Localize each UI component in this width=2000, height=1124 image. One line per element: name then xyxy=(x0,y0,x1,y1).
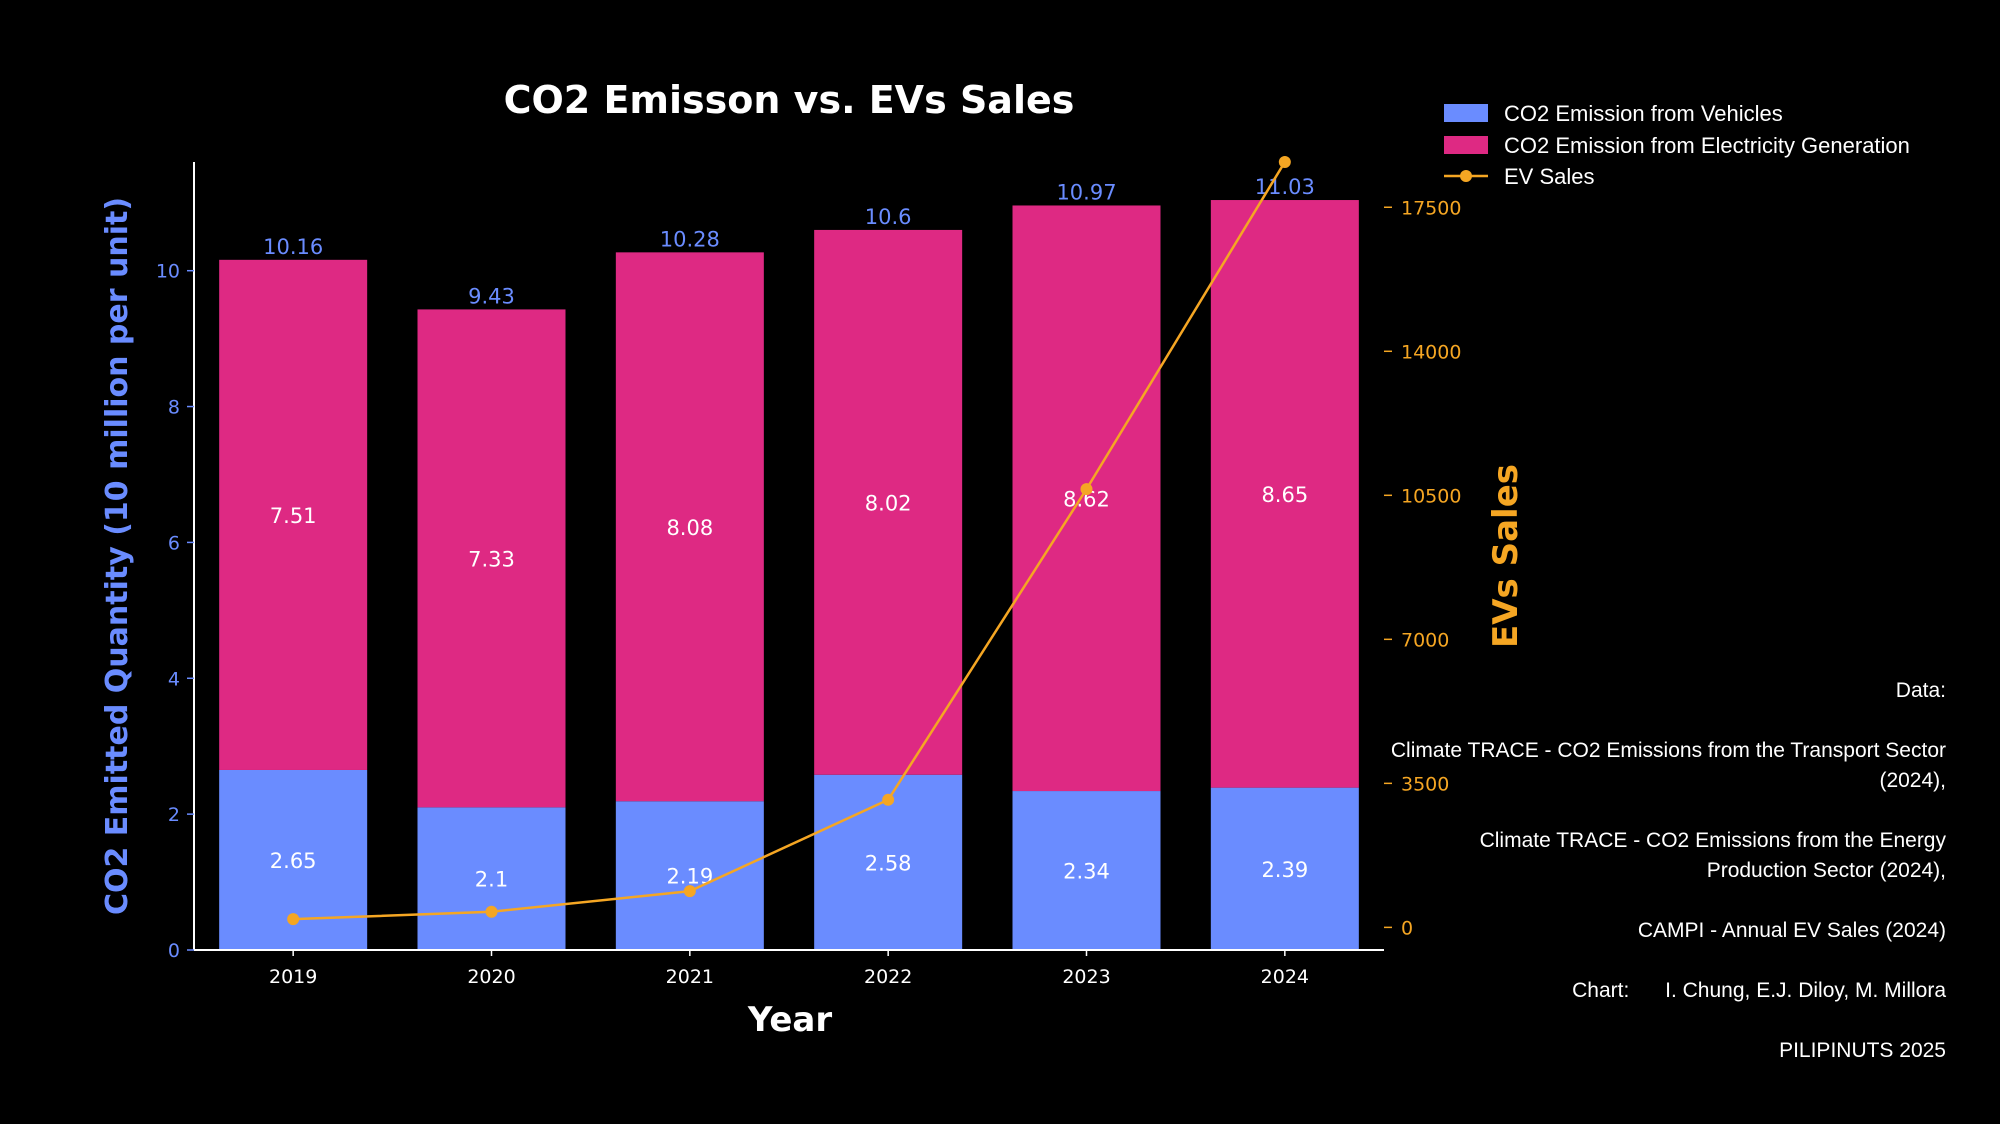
y-tick-label-left: 0 xyxy=(168,940,180,962)
data-label-total: 10.97 xyxy=(1056,180,1116,204)
bar-vehicles-2024 xyxy=(1210,787,1359,950)
ev-sales-point-2023 xyxy=(1080,483,1093,496)
ev-sales-point-2019 xyxy=(287,913,300,926)
ev-sales-point-2022 xyxy=(882,793,895,806)
data-label-electricity: 7.33 xyxy=(468,547,515,571)
ev-sales-point-2024 xyxy=(1278,156,1291,168)
x-tick-label: 2021 xyxy=(666,966,714,988)
legend-label-vehicles: CO2 Emission from Vehicles xyxy=(1504,101,1783,126)
bar-electricity-2024 xyxy=(1210,200,1359,788)
data-label-total: 10.28 xyxy=(660,227,720,251)
data-label-total: 10.16 xyxy=(263,235,323,259)
credits-block: Data: Climate TRACE - CO2 Emissions from… xyxy=(1386,676,1946,1096)
legend-swatch-electricity xyxy=(1444,136,1488,154)
data-label-vehicles: 2.58 xyxy=(865,851,912,875)
data-label-vehicles: 2.19 xyxy=(666,865,713,889)
credits-source-3: CAMPI - Annual EV Sales (2024) xyxy=(1637,919,1946,942)
legend-label-ev: EV Sales xyxy=(1504,164,1595,189)
y-tick-label-right: 14000 xyxy=(1401,341,1461,363)
y-axis-title-right: EVs Sales xyxy=(1486,464,1526,648)
data-label-electricity: 8.08 xyxy=(666,516,713,540)
y-tick-label-right: 17500 xyxy=(1401,197,1461,219)
bar-electricity-2022 xyxy=(814,229,963,775)
bar-electricity-2020 xyxy=(417,309,566,808)
legend-marker-ev xyxy=(1460,170,1472,182)
bar-vehicles-2021 xyxy=(615,801,764,950)
data-label-electricity: 8.02 xyxy=(865,491,912,515)
x-tick-label: 2022 xyxy=(864,966,912,988)
x-tick-label: 2024 xyxy=(1261,966,1309,988)
y-tick-label-left: 8 xyxy=(168,397,180,419)
credits-data-label: Data: xyxy=(1895,679,1946,702)
x-tick-label: 2023 xyxy=(1062,966,1110,988)
data-label-electricity: 7.51 xyxy=(270,504,317,528)
y-tick-label-left: 6 xyxy=(168,532,180,554)
bar-vehicles-2020 xyxy=(417,807,566,950)
y-tick-label-right: 10500 xyxy=(1401,485,1461,507)
credits-chart-authors: I. Chung, E.J. Diloy, M. Millora xyxy=(1665,979,1946,1002)
bar-vehicles-2023 xyxy=(1012,791,1161,950)
data-label-vehicles: 2.1 xyxy=(475,868,508,892)
ev-sales-point-2020 xyxy=(485,905,498,918)
data-label-vehicles: 2.65 xyxy=(270,849,317,873)
ev-sales-line xyxy=(293,161,1286,921)
bar-electricity-2023 xyxy=(1012,205,1161,792)
credits-chart-line: Chart: I. Chung, E.J. Diloy, M. Millora xyxy=(1386,976,1946,1006)
credits-chart-label: Chart: xyxy=(1572,979,1630,1002)
y-tick-label-right: 7000 xyxy=(1401,629,1449,651)
chart-title: CO2 Emisson vs. EVs Sales xyxy=(504,78,1075,122)
y-axis-title-left: CO2 Emitted Quantity (10 million per uni… xyxy=(100,197,135,915)
credits-source-2: Climate TRACE - CO2 Emissions from the E… xyxy=(1479,829,1946,882)
credits-footer: PILIPINUTS 2025 xyxy=(1779,1039,1946,1062)
x-tick-label: 2019 xyxy=(269,966,317,988)
y-tick-label-right: 0 xyxy=(1401,917,1413,939)
data-label-electricity: 8.65 xyxy=(1261,483,1308,507)
y-tick-label-left: 10 xyxy=(156,261,180,283)
data-label-vehicles: 2.39 xyxy=(1261,858,1308,882)
bar-electricity-2019 xyxy=(219,259,368,770)
legend-swatch-vehicles xyxy=(1444,104,1488,122)
data-label-vehicles: 2.34 xyxy=(1063,860,1110,884)
y-tick-label-right: 3500 xyxy=(1401,773,1449,795)
legend-label-electricity: CO2 Emission from Electricity Generation xyxy=(1504,133,1910,158)
x-tick-label: 2020 xyxy=(467,966,515,988)
data-label-total: 10.6 xyxy=(865,205,912,229)
y-tick-label-left: 4 xyxy=(168,668,180,690)
x-axis-title: Year xyxy=(747,1000,833,1040)
data-label-total: 9.43 xyxy=(468,284,515,308)
credits-source-1: Climate TRACE - CO2 Emissions from the T… xyxy=(1390,739,1946,792)
ev-sales-point-2021 xyxy=(683,885,696,898)
y-tick-label-left: 2 xyxy=(168,804,180,826)
bar-electricity-2021 xyxy=(615,252,764,802)
